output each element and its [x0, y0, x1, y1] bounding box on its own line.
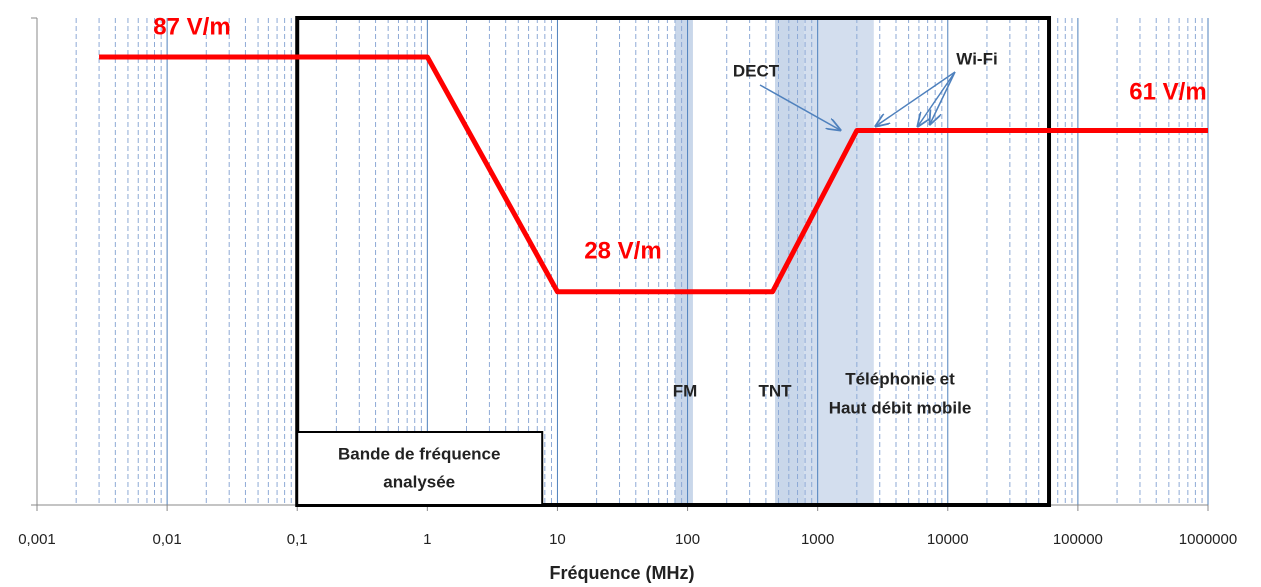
x-axis-title: Fréquence (MHz): [549, 563, 694, 583]
annotation-arrow: [759, 84, 840, 130]
annotation: 87 V/m: [153, 13, 230, 40]
band-label: TNT: [758, 381, 792, 400]
annotation: 61 V/m: [1129, 78, 1206, 105]
x-tick-label: 0,001: [18, 531, 56, 548]
analysis-box-label: analysée: [383, 472, 455, 491]
annotation: DECT: [733, 61, 780, 80]
analysis-box: [295, 16, 1052, 507]
frequency-band: [804, 18, 874, 505]
frequency-band: [674, 18, 693, 505]
annotation-arrow: [930, 71, 956, 124]
line-series: [99, 54, 1208, 295]
x-tick-label: 10: [549, 531, 566, 548]
band-label: Téléphonie et: [845, 369, 955, 388]
annotation: Wi-Fi: [956, 49, 997, 68]
annotation-arrow: [918, 71, 956, 126]
analysis-box-label-bg: [296, 431, 544, 506]
x-tick-label: 0,1: [287, 531, 308, 548]
x-tick-label: 100000: [1053, 531, 1103, 548]
annotation: 28 V/m: [584, 237, 661, 264]
x-tick-label: 1000000: [1179, 531, 1237, 548]
x-tick-label: 1000: [801, 531, 834, 548]
band-label: FM: [673, 381, 698, 400]
x-tick-label: 100: [675, 531, 700, 548]
x-tick-label: 10000: [927, 531, 969, 548]
annotation-arrow: [876, 71, 956, 126]
x-tick-label: 0,01: [153, 531, 182, 548]
x-tick-label: 1: [423, 531, 431, 548]
analysis-box-label: Bande de fréquence: [338, 444, 501, 463]
band-label: Haut débit mobile: [829, 398, 972, 417]
